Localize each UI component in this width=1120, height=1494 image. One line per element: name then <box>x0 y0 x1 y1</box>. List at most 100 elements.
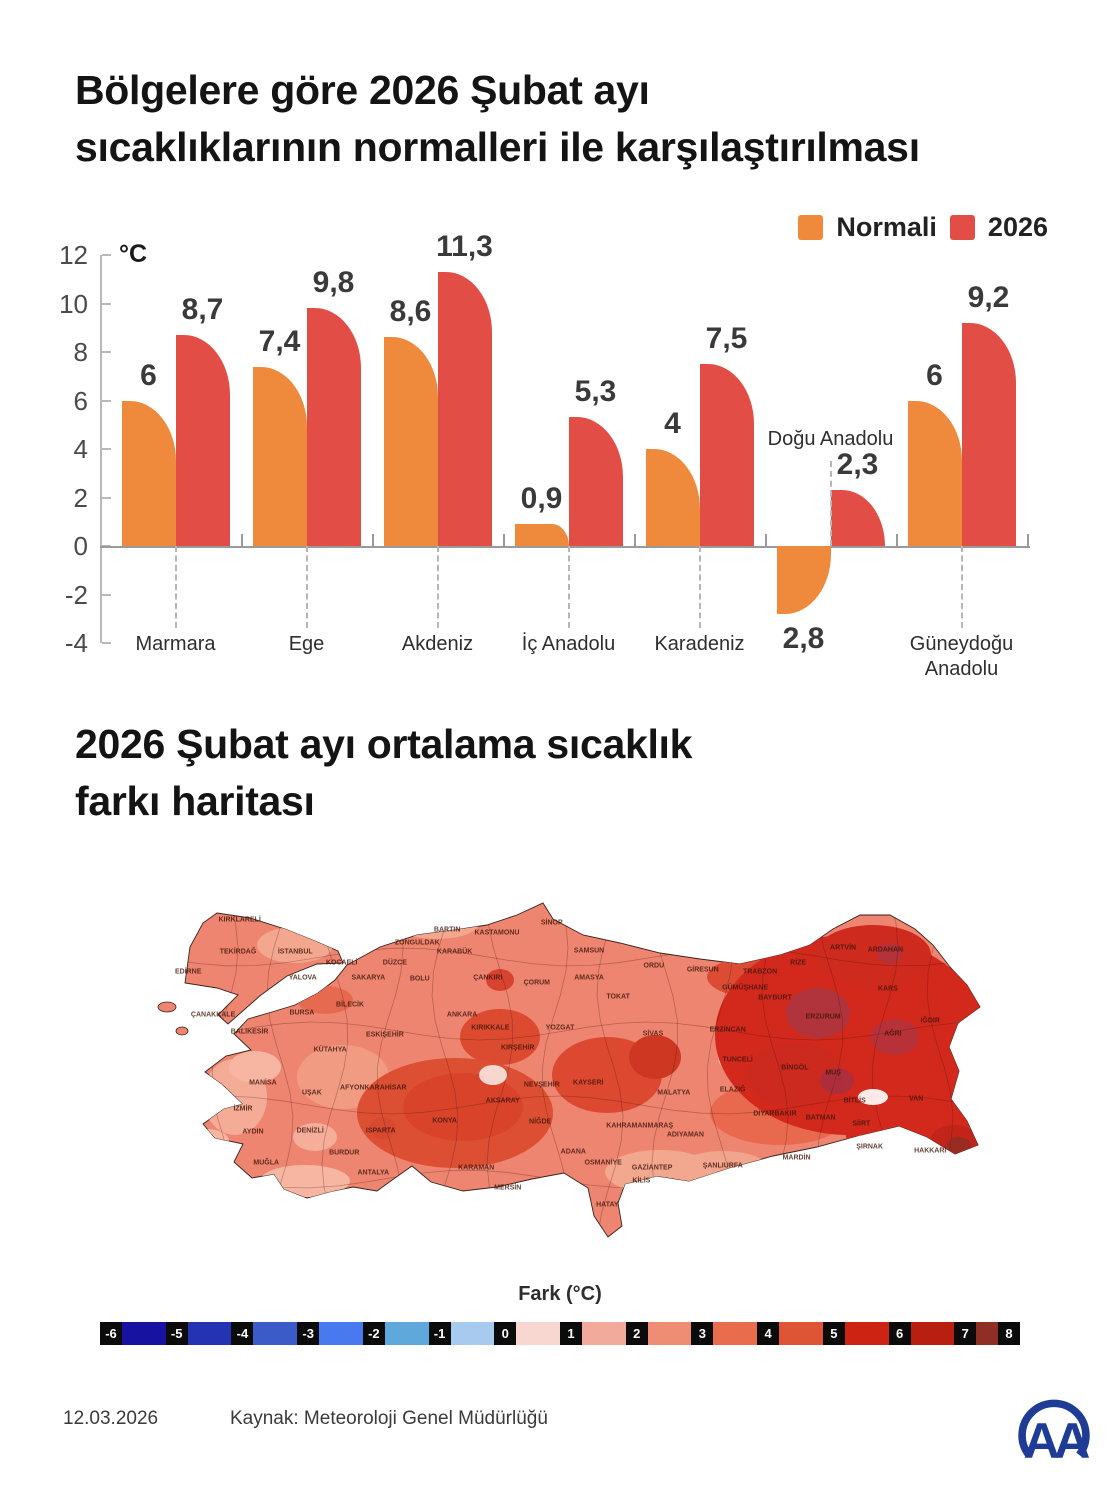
aa-logo-svg: AA <box>1018 1399 1096 1469</box>
province-label: AFYONKARAHİSAR <box>340 1084 407 1092</box>
colorbar-tick: 6 <box>888 1322 911 1345</box>
province-label: KIRŞEHİR <box>500 1044 535 1052</box>
category-label: Ege <box>288 633 325 655</box>
province-label: ISPARTA <box>365 1127 396 1135</box>
colorbar-tick: 3 <box>691 1322 714 1345</box>
province-label: KASTAMONU <box>474 929 520 937</box>
bar-value-label: 9,2 <box>967 280 1010 314</box>
x-axis-tick <box>1027 534 1029 546</box>
province-label: BALIKESİR <box>230 1028 269 1036</box>
y-tick <box>102 593 111 596</box>
bar-value-label: 6 <box>140 358 157 392</box>
province-label: MUĞLA <box>253 1159 280 1167</box>
province-label: KİLİS <box>632 1177 651 1185</box>
bar-value-label: 7,4 <box>258 324 301 358</box>
normali-bar-1 <box>252 366 307 546</box>
turkey-map-svg <box>157 902 981 1238</box>
x-axis-tick <box>241 534 243 546</box>
province-border-line <box>185 1095 980 1115</box>
province-label: ÇANAKKALE <box>190 1011 236 1019</box>
y-tick <box>102 302 111 305</box>
colorbar-tick: 2 <box>625 1322 648 1345</box>
bar-value-label: 9,8 <box>312 266 355 300</box>
province-label: SAKARYA <box>351 974 386 982</box>
category-dash-line <box>829 461 832 546</box>
province-label: BAYBURT <box>758 994 792 1002</box>
province-label: ESKİŞEHİR <box>366 1031 404 1039</box>
province-label: HAKKARİ <box>914 1147 947 1155</box>
y-tick-label: 6 <box>73 385 88 416</box>
province-label: KARABÜK <box>436 948 473 956</box>
y-tick-label: 4 <box>73 434 88 464</box>
y-tick-label: 12 <box>59 240 88 270</box>
province-label: TUNCELİ <box>722 1056 753 1064</box>
aa-logo-letters: AA <box>1023 1412 1090 1469</box>
category-dash-line <box>960 546 963 628</box>
colorbar-tick: 7 <box>954 1322 977 1345</box>
province-label: ZONGULDAK <box>394 939 440 947</box>
category-label: Doğu Anadolu <box>767 428 894 450</box>
province-label: SAMSUN <box>573 947 605 955</box>
category-label: Akdeniz <box>401 633 474 655</box>
province-label: KOCAELİ <box>326 959 358 967</box>
province-label: KAHRAMANMARAŞ <box>606 1122 674 1130</box>
province-label: ARTVİN <box>830 944 857 952</box>
province-label: VAN <box>908 1095 924 1103</box>
province-label: ANKARA <box>446 1011 478 1019</box>
colorbar-tick: 0 <box>494 1322 517 1345</box>
province-label: ADANA <box>560 1148 586 1156</box>
colorbar-tick: -3 <box>297 1322 320 1345</box>
province-label: TRABZON <box>742 968 778 976</box>
y-tick-label: -2 <box>64 579 88 610</box>
normali-bar-3 <box>514 524 569 546</box>
province-label: HATAY <box>596 1201 619 1209</box>
colorbar-tick: -1 <box>428 1322 451 1345</box>
province-label: UŞAK <box>301 1089 322 1097</box>
province-label: ARDAHAN <box>867 946 904 954</box>
category-label: Karadeniz <box>654 633 745 655</box>
2026-bar-6 <box>961 322 1016 546</box>
colorbar-tick: -2 <box>362 1322 385 1345</box>
2026-bar-1 <box>306 308 361 546</box>
province-label: YOZGAT <box>545 1024 575 1032</box>
province-border-line <box>486 903 514 1237</box>
colorbar-tick: 8 <box>998 1322 1020 1345</box>
category-label: Marmara <box>135 633 216 655</box>
province-label: AMASYA <box>574 974 604 982</box>
chart-title-line2: sıcaklıklarının normalleri ile karşılaşt… <box>75 124 920 171</box>
bar-value-label: 2,8 <box>782 621 825 655</box>
province-label: KIRIKKALE <box>471 1024 510 1032</box>
province-label: GİRESUN <box>686 966 719 974</box>
category-dash-line <box>436 546 439 628</box>
y-tick-label: -4 <box>64 628 88 658</box>
normali-bar-6 <box>907 400 962 546</box>
bar-value-label: 7,5 <box>705 322 748 356</box>
chart-legend: Normali 2026 <box>798 212 1048 243</box>
normali-bar-4 <box>645 449 700 546</box>
normali-bar-2 <box>383 337 438 546</box>
province-border-line <box>185 947 980 967</box>
province-label: İSTANBUL <box>277 948 313 956</box>
province-label: EDİRNE <box>174 968 202 976</box>
map-title-line1: 2026 Şubat ayı ortalama sıcaklık <box>75 721 693 767</box>
aa-logo-arc <box>1018 1399 1090 1458</box>
province-label: ELAZIĞ <box>719 1086 746 1094</box>
map-title-line2: farkı haritası <box>75 778 315 825</box>
colorbar-tick: 5 <box>822 1322 845 1345</box>
2026-bar-0 <box>175 335 230 546</box>
province-label: ŞANLIURFA <box>702 1162 743 1170</box>
2026-bar-5 <box>830 490 885 546</box>
normali-bar-5 <box>776 546 831 614</box>
province-label: BOLU <box>409 975 430 983</box>
bar-value-label: 0,9 <box>520 482 563 516</box>
province-label: BİLECİK <box>336 1001 365 1009</box>
province-label: KARS <box>877 985 898 993</box>
province-label: SİİRT <box>852 1120 871 1128</box>
province-label: ÇANKIRI <box>473 974 503 982</box>
category-label: Güneydoğu Anadolu <box>909 633 1014 680</box>
bar-value-label: 8,7 <box>181 293 224 327</box>
x-axis-tick <box>503 534 505 546</box>
province-label: ÇORUM <box>523 979 551 987</box>
province-border-line <box>185 1021 980 1041</box>
